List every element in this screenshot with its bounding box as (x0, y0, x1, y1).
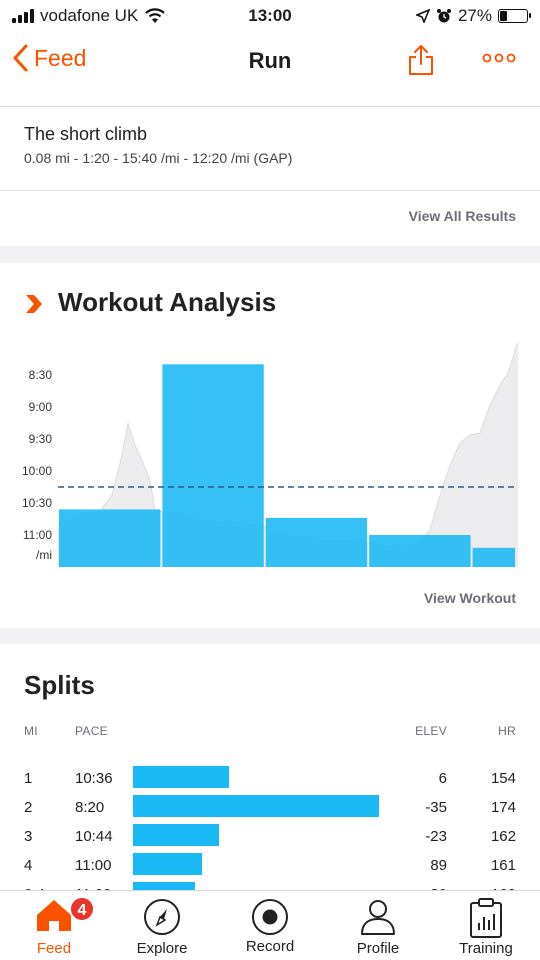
split-elevation: -35 (425, 799, 447, 816)
more-options-button[interactable] (482, 50, 516, 68)
splits-title: Splits (24, 670, 95, 700)
y-tick-label: 9:30 (29, 432, 53, 446)
split-heart-rate: 174 (490, 799, 516, 816)
split-mile: 1 (24, 770, 33, 787)
y-tick-label: 8:30 (29, 368, 53, 382)
back-button[interactable]: Feed (12, 44, 86, 72)
status-left: vodafone UK (12, 6, 166, 26)
split-elevation: -23 (425, 828, 447, 845)
header-pace: PACE (75, 724, 108, 738)
status-time: 13:00 (248, 6, 292, 25)
split-mile: 0.4 (24, 886, 45, 890)
y-tick-label: 11:00 (23, 528, 52, 542)
view-workout-link[interactable]: View Workout (423, 590, 516, 606)
pace-bar[interactable] (59, 509, 161, 567)
table-row: 0.4 11:09 30 169 (0, 882, 540, 890)
wifi-icon (145, 8, 166, 23)
tab-label: Record (245, 938, 295, 955)
pace-bar[interactable] (162, 364, 264, 567)
split-mile: 3 (24, 828, 33, 845)
split-pace-bar (133, 795, 379, 817)
table-row: 2 8:20 -35 174 (0, 795, 540, 824)
table-row: 1 10:36 6 154 (0, 766, 540, 795)
split-elevation: 30 (430, 886, 447, 890)
split-pace: 8:20 (75, 799, 105, 816)
workout-analysis-card: Workout Analysis 8:30 9:00 9:30 10:00 10:30 1… (0, 263, 540, 628)
signal-icon (12, 9, 34, 23)
carrier-name: vodafone UK (40, 6, 139, 25)
tab-record[interactable]: Record (216, 891, 324, 960)
segment-card: The short climb 0.08 mi - 1:20 - 15:40 /… (0, 90, 540, 246)
status-right: 27% (415, 6, 531, 26)
header-hr: HR (498, 724, 516, 738)
split-pace-bar (133, 853, 202, 875)
pace-bar[interactable] (472, 547, 515, 567)
split-pace: 10:36 (75, 770, 113, 787)
notification-badge: 4 (69, 896, 95, 922)
battery-percent: 27% (457, 6, 492, 25)
tab-training[interactable]: Training (432, 891, 540, 960)
y-tick-label: 10:30 (22, 496, 52, 510)
training-icon (470, 898, 502, 938)
table-row: 4 11:00 89 161 (0, 853, 540, 882)
record-icon (252, 899, 288, 935)
home-icon (37, 900, 71, 931)
split-pace: 10:44 (75, 828, 113, 845)
tab-explore[interactable]: Explore (108, 891, 216, 960)
y-tick-label: 10:00 (22, 464, 52, 478)
tab-label: Training (459, 940, 513, 957)
header-mi: MI (24, 724, 38, 738)
workout-pace-chart[interactable]: 8:30 9:00 9:30 10:00 10:30 11:00/mi (0, 335, 540, 575)
tab-bar: 4 Feed Explore Record Profile (0, 890, 540, 960)
split-mile: 4 (24, 857, 33, 874)
status-bar: vodafone UK 13:00 27% (0, 0, 540, 34)
pace-bar[interactable] (265, 517, 368, 567)
splits-card: Splits MI PACE ELEV HR 1 10:36 6 154 2 8:20 -3… (0, 644, 540, 890)
share-button[interactable] (407, 44, 435, 81)
divider (0, 190, 540, 191)
location-arrow-icon (415, 9, 430, 23)
more-dots-icon (482, 53, 516, 63)
split-pace: 11:00 (75, 857, 112, 874)
y-axis-ticks: 8:30 9:00 9:30 10:00 10:30 11:00/mi (22, 368, 52, 562)
pace-bars (59, 364, 515, 567)
chevron-left-icon (13, 44, 28, 72)
page-title: Run (248, 48, 292, 73)
tab-label: Profile (356, 940, 400, 957)
tab-feed[interactable]: 4 Feed (0, 891, 108, 960)
split-elevation: 6 (438, 770, 447, 787)
split-pace: 11:09 (75, 886, 111, 890)
workout-analysis-title: Workout Analysis (58, 287, 277, 317)
tab-profile[interactable]: Profile (324, 891, 432, 960)
split-heart-rate: 154 (490, 770, 516, 787)
pace-bar[interactable] (369, 535, 471, 567)
divider (0, 106, 540, 107)
workout-analysis-icon (26, 295, 42, 313)
alarm-clock-icon (436, 9, 451, 23)
battery-icon (498, 9, 531, 23)
y-tick-label: /mi (36, 548, 52, 562)
segment-name[interactable]: The short climb (24, 124, 148, 144)
split-pace-bar (133, 882, 195, 890)
split-heart-rate: 169 (491, 886, 516, 890)
profile-icon (361, 900, 395, 935)
back-label: Feed (34, 44, 87, 71)
tab-label: Feed (36, 940, 72, 957)
split-elevation: 89 (430, 857, 447, 874)
tab-label: Explore (136, 940, 188, 957)
split-heart-rate: 162 (490, 828, 516, 845)
header-elev: ELEV (415, 724, 447, 738)
view-all-results-link[interactable]: View All Results (408, 208, 516, 224)
battery-level-fill (500, 11, 507, 21)
segment-stats: 0.08 mi - 1:20 - 15:40 /mi - 12:20 /mi (… (24, 150, 293, 166)
split-mile: 2 (24, 799, 33, 816)
y-tick-label: 9:00 (29, 400, 53, 414)
compass-icon (144, 899, 180, 935)
split-pace-bar (133, 766, 229, 788)
nav-bar: Feed Run (0, 34, 540, 90)
split-heart-rate: 161 (490, 857, 516, 874)
split-pace-bar (133, 824, 219, 846)
table-row: 3 10:44 -23 162 (0, 824, 540, 853)
share-icon (409, 45, 433, 75)
